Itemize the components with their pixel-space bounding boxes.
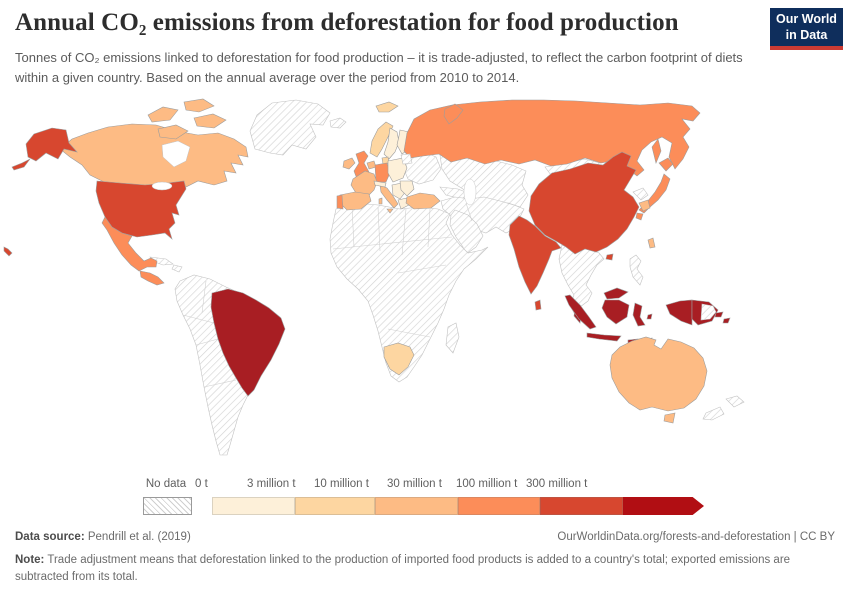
- legend-swatch-4[interactable]: [540, 497, 623, 515]
- country-alpine[interactable]: [373, 180, 387, 188]
- country-philippines[interactable]: [629, 254, 644, 286]
- country-canadian-arctic[interactable]: [147, 98, 227, 140]
- legend-no-data-label: No data: [145, 478, 187, 490]
- country-portugal[interactable]: [336, 194, 344, 210]
- country-central-america[interactable]: [139, 270, 165, 286]
- hudson-bay: [161, 140, 191, 168]
- country-turkey[interactable]: [405, 192, 441, 210]
- legend-swatch-1[interactable]: [295, 497, 375, 515]
- country-china[interactable]: [528, 151, 640, 261]
- country-norway[interactable]: [369, 121, 394, 158]
- chart-subtitle: Tonnes of CO₂ emissions linked to defore…: [15, 50, 743, 85]
- page-title: Annual CO₂ emissions from deforestation …: [15, 9, 679, 36]
- footer-note: Note: Trade adjustment means that defore…: [15, 552, 827, 587]
- country-canada[interactable]: [59, 123, 249, 188]
- legend-swatch-3[interactable]: [458, 497, 540, 515]
- country-south-africa[interactable]: [383, 342, 415, 376]
- legend-tick-1: 3 million t: [247, 478, 296, 490]
- owid-logo[interactable]: Our World in Data: [770, 8, 843, 50]
- source-value: Pendrill et al. (2019): [84, 531, 191, 543]
- country-mexico[interactable]: [101, 216, 158, 272]
- country-benelux[interactable]: [366, 160, 377, 170]
- country-sweden[interactable]: [383, 127, 400, 160]
- legend-tick-4: 100 million t: [456, 478, 518, 490]
- country-south-korea[interactable]: [638, 199, 651, 212]
- legend-tick-0: 0 t: [195, 478, 208, 490]
- world-choropleth-map: [0, 97, 850, 483]
- country-india[interactable]: [508, 215, 562, 295]
- map-svg: [3, 98, 745, 456]
- country-sri-lanka[interactable]: [534, 299, 542, 311]
- footer-source-line: Data source: Pendrill et al. (2019) OurW…: [15, 531, 835, 543]
- note-label: Note:: [15, 554, 45, 566]
- logo-line2: in Data: [785, 28, 828, 42]
- country-png-east-nodata[interactable]: [700, 303, 717, 321]
- country-novaya-zemlya[interactable]: [443, 103, 464, 125]
- country-se-asia[interactable]: [558, 244, 605, 314]
- country-hispaniola[interactable]: [171, 264, 183, 273]
- map-legend: No data 0 t 3 million t 10 million t 30 …: [0, 478, 850, 518]
- country-iceland[interactable]: [329, 117, 347, 129]
- logo-line1: Our World: [776, 11, 837, 26]
- country-africa-nodata[interactable]: [329, 202, 489, 383]
- country-melanesia[interactable]: [714, 311, 731, 324]
- country-new-zealand[interactable]: [702, 395, 745, 421]
- country-france[interactable]: [350, 170, 378, 198]
- legend-no-data-swatch[interactable]: [143, 497, 192, 515]
- legend-swatch-0[interactable]: [212, 497, 295, 515]
- country-madagascar[interactable]: [445, 322, 460, 354]
- legend-tick-3: 30 million t: [387, 478, 442, 490]
- country-italy[interactable]: [378, 184, 399, 214]
- country-australia[interactable]: [609, 336, 708, 412]
- country-north-korea[interactable]: [632, 187, 649, 201]
- country-alaska[interactable]: [25, 127, 78, 162]
- caspian-sea: [463, 178, 477, 206]
- country-taiwan[interactable]: [647, 237, 656, 249]
- great-lakes: [151, 181, 173, 191]
- country-hawaii[interactable]: [3, 246, 13, 257]
- country-brazil[interactable]: [210, 288, 286, 397]
- legend-swatch-2[interactable]: [375, 497, 458, 515]
- legend-swatch-arrow[interactable]: [623, 497, 704, 515]
- legend-tick-5: 300 million t: [526, 478, 588, 490]
- country-tasmania[interactable]: [663, 412, 676, 424]
- country-romania-bulgaria[interactable]: [399, 180, 415, 197]
- owid-link[interactable]: OurWorldinData.org/forests-and-deforesta…: [557, 531, 835, 543]
- country-baltics[interactable]: [400, 153, 413, 165]
- country-aleutians[interactable]: [11, 158, 31, 171]
- note-value: Trade adjustment means that deforestatio…: [15, 554, 791, 584]
- country-ireland[interactable]: [342, 157, 356, 170]
- country-svalbard[interactable]: [375, 101, 399, 113]
- source-label: Data source:: [15, 531, 85, 543]
- legend-tick-2: 10 million t: [314, 478, 369, 490]
- country-greenland[interactable]: [249, 99, 331, 156]
- no-data-internal-borders: [182, 202, 473, 388]
